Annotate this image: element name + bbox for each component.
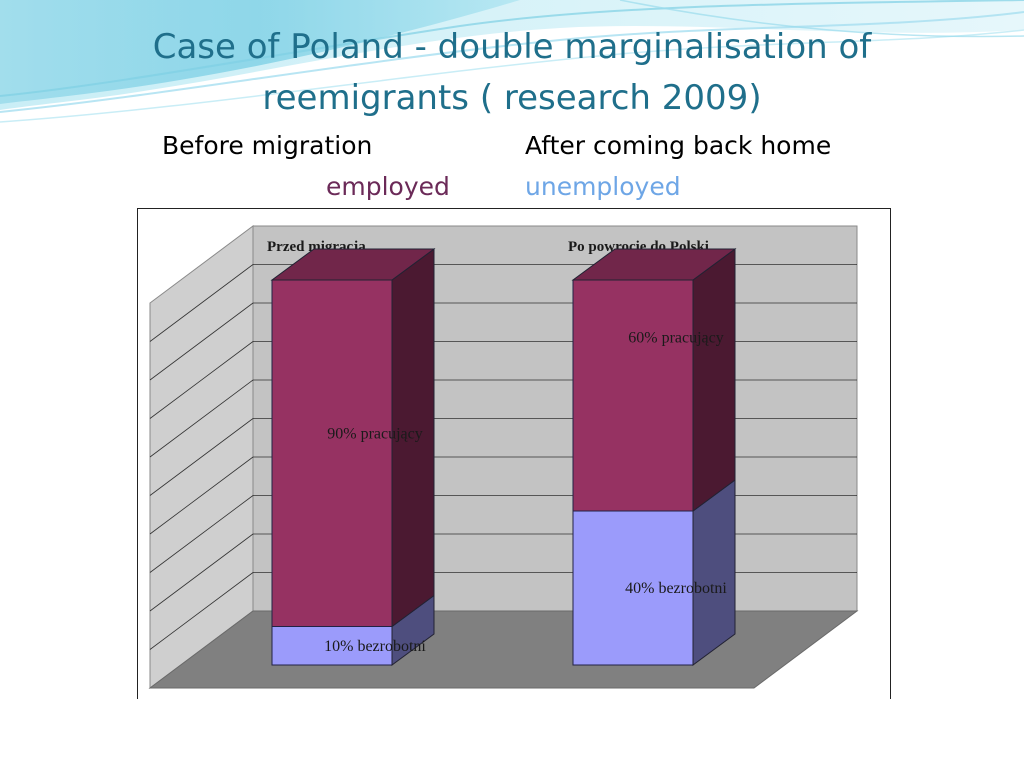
gridline-side xyxy=(149,379,254,458)
gridline-side xyxy=(149,533,254,612)
gridline-side xyxy=(149,341,254,419)
employed-label: employed xyxy=(326,172,450,201)
unemployed-label: unemployed xyxy=(525,172,681,201)
data-label-1-1: 60% pracujący xyxy=(628,330,724,347)
bar-top-1 xyxy=(571,248,737,281)
before-migration-label: Before migration xyxy=(162,131,373,160)
gridline-side xyxy=(149,572,254,650)
data-label-0-0: 10% bezrobotni xyxy=(324,638,426,655)
bar-side-1-1 xyxy=(692,248,736,512)
bar-side-1-0 xyxy=(692,479,736,666)
gridline-side xyxy=(149,456,254,535)
gridline-side xyxy=(149,264,254,342)
gridline-side xyxy=(149,495,254,573)
bar-front-0-0 xyxy=(271,626,393,666)
chart-floor xyxy=(148,610,859,689)
bar-top-0 xyxy=(270,248,436,281)
bar-front-1-1 xyxy=(572,279,694,512)
after-coming-back-label: After coming back home xyxy=(525,131,832,160)
gridline-side xyxy=(149,418,254,496)
data-label-0-1: 90% pracujący xyxy=(327,425,423,442)
gridline-side xyxy=(149,302,254,381)
data-label-1-0: 40% bezrobotni xyxy=(625,580,727,597)
slide-title: Case of Poland - double marginalisation … xyxy=(152,27,872,118)
bar-front-0-1 xyxy=(271,279,393,627)
